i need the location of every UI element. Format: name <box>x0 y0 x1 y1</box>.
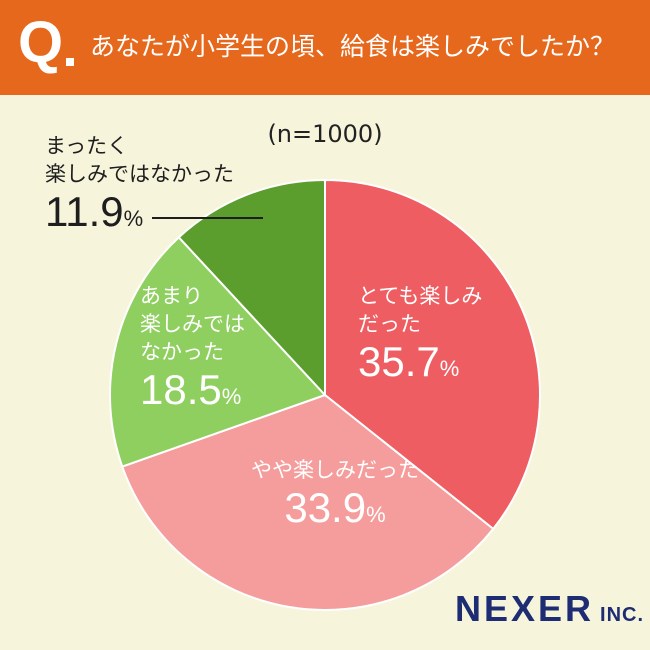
question-banner: Q あなたが小学生の頃、給食は楽しみでしたか？ <box>0 0 650 95</box>
q-dot-icon <box>66 58 74 66</box>
slice-value-not-at-all: 11.9 <box>45 188 124 235</box>
slice-unit-very-enjoyed: % <box>439 356 460 381</box>
brand-suffix: INC. <box>600 604 645 626</box>
slice-label-very-enjoyed: とても楽しみ だった 35.7% <box>358 282 482 386</box>
sample-size-text: (n=1000) <box>267 120 383 148</box>
q-mark: Q <box>18 10 64 75</box>
slice-label-not-really: あまり 楽しみでは なかった 18.5% <box>140 282 245 414</box>
slice-label-not-really-line3: なかった <box>140 340 224 364</box>
brand-logo: NEXER INC. <box>455 588 644 630</box>
slice-label-very-enjoyed-line1: とても楽しみ <box>358 284 483 308</box>
slice-label-somewhat-enjoyed: やや楽しみだった 33.9% <box>230 456 440 532</box>
question-text: あなたが小学生の頃、給食は楽しみでしたか？ <box>90 32 616 61</box>
pie-slice-not-at-all <box>177 178 326 398</box>
slice-label-not-at-all: まったく 楽しみではなかった 11.9% <box>45 132 234 236</box>
pie-slice-not-really <box>109 235 327 468</box>
slice-unit-somewhat-enjoyed: % <box>366 502 386 527</box>
slice-label-not-really-line1: あまり <box>140 284 203 308</box>
sample-size: (n=1000) <box>0 120 650 148</box>
pie-slice-very-enjoyed <box>324 178 541 531</box>
slice-label-not-really-line2: 楽しみでは <box>140 312 245 336</box>
slice-label-not-at-all-line1: まったく <box>45 134 129 158</box>
slice-label-not-at-all-line2: 楽しみではなかった <box>45 162 234 186</box>
slice-label-very-enjoyed-line2: だった <box>358 312 421 336</box>
slice-label-somewhat-enjoyed-line1: やや楽しみだった <box>251 458 419 482</box>
slice-value-somewhat-enjoyed: 33.9 <box>284 484 367 531</box>
pie-slice-somewhat-enjoyed <box>120 393 495 611</box>
slice-value-very-enjoyed: 35.7 <box>358 338 440 385</box>
brand-name: NEXER <box>455 588 595 629</box>
slice-unit-not-really: % <box>221 384 242 409</box>
slice-value-not-really: 18.5 <box>140 366 222 413</box>
slice-unit-not-at-all: % <box>123 206 144 231</box>
